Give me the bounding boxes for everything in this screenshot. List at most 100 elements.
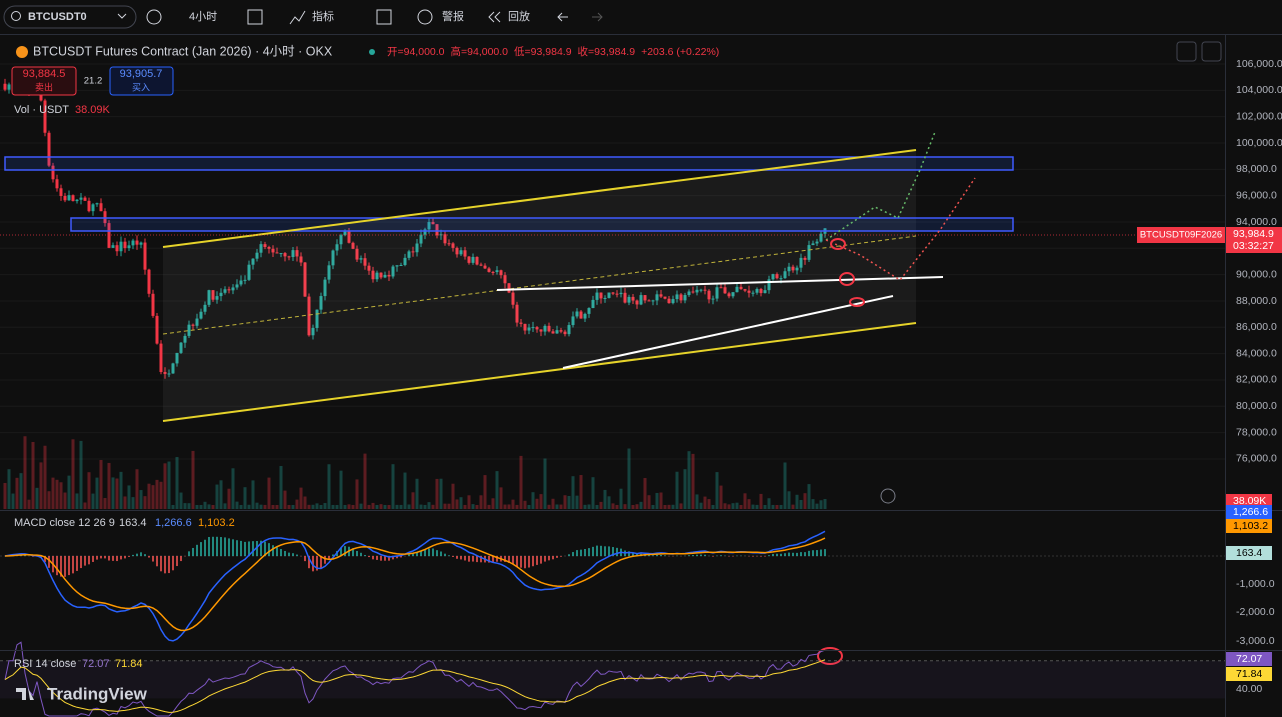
volume-bar <box>491 498 495 509</box>
macd-histogram <box>420 550 422 556</box>
redo[interactable] <box>592 12 603 22</box>
candle <box>203 304 207 312</box>
volume-bar <box>131 497 135 509</box>
channel-line <box>162 322 917 422</box>
volume-bar <box>675 471 679 509</box>
candle <box>679 294 683 301</box>
volume-bar <box>703 496 707 509</box>
macd-histogram <box>464 556 466 561</box>
candle <box>519 322 523 324</box>
macd-histogram <box>220 537 222 556</box>
layout[interactable] <box>376 9 392 25</box>
sell-button[interactable] <box>11 66 77 96</box>
refresh-button[interactable] <box>1201 41 1222 62</box>
candle <box>495 270 499 273</box>
price-axis-label: 84,000.0 <box>1236 347 1277 359</box>
chart-type[interactable] <box>247 9 263 25</box>
volume-bar <box>519 455 523 509</box>
macd-histogram <box>784 553 786 556</box>
macd-histogram <box>452 556 454 557</box>
candle <box>795 267 799 271</box>
volume-bar <box>227 488 231 509</box>
volume-bar <box>759 493 763 509</box>
candle <box>251 258 255 265</box>
macd-histogram <box>824 549 826 556</box>
timer-icon[interactable] <box>880 488 896 504</box>
candle <box>627 296 631 303</box>
candle <box>515 304 519 323</box>
candle <box>335 244 339 251</box>
macd-histogram <box>316 556 318 571</box>
replay[interactable]: 回放 <box>508 9 530 23</box>
volume-bar <box>135 469 139 509</box>
interval[interactable]: 4小时 <box>189 10 217 23</box>
candle <box>379 272 383 278</box>
macd-tag <box>1226 505 1272 519</box>
spread: 21.2 <box>84 76 103 87</box>
macd-histogram <box>164 556 166 574</box>
volume-bar <box>487 504 491 509</box>
undo[interactable] <box>557 12 568 22</box>
volume-bar <box>395 504 399 509</box>
volume-bar <box>643 478 647 509</box>
volume-bar <box>435 478 439 509</box>
buy-button[interactable] <box>109 66 174 96</box>
macd-histogram <box>48 556 50 568</box>
macd-axis-label: -2,000.0 <box>1236 606 1275 618</box>
candle <box>247 264 251 280</box>
macd-histogram <box>720 555 722 556</box>
volume-bar <box>495 471 499 509</box>
macd-histogram <box>320 556 322 568</box>
volume-bar <box>707 499 711 509</box>
macd-histogram <box>424 549 426 556</box>
candle <box>475 256 479 265</box>
candle <box>643 295 647 301</box>
macd-histogram <box>364 555 366 556</box>
symbol[interactable]: BTCUSDT0 <box>28 11 87 23</box>
candle <box>455 247 459 255</box>
candle <box>459 250 463 255</box>
rsi-legend: 72.07 <box>82 658 110 670</box>
candle <box>579 311 583 319</box>
macd-histogram <box>480 556 482 563</box>
macd-histogram <box>760 556 762 557</box>
symbol-search[interactable] <box>3 5 137 29</box>
indicators[interactable]: 指标 <box>312 9 334 23</box>
rsi-label: RSI 14 close <box>14 658 76 670</box>
trend-line <box>562 295 894 369</box>
alert-icon <box>417 9 433 25</box>
candle <box>59 188 63 196</box>
volume-bar <box>439 478 443 509</box>
volume-bar <box>231 468 235 509</box>
candle <box>811 243 815 246</box>
volume-bar <box>3 483 7 509</box>
candle <box>355 248 359 260</box>
alert[interactable]: 警报 <box>442 9 464 23</box>
volume-bar <box>447 503 451 509</box>
volume-bar <box>583 504 587 509</box>
candle <box>363 258 367 266</box>
ohlc-value: 收=93,984.9 <box>578 45 636 58</box>
volume-bar <box>767 498 771 509</box>
candle <box>691 291 695 293</box>
candle <box>599 292 603 299</box>
forecast-path <box>825 131 936 241</box>
volume-bar <box>167 461 171 509</box>
candle <box>695 289 699 293</box>
candle <box>223 289 227 293</box>
macd-histogram <box>524 556 526 569</box>
volume-bar <box>783 462 787 509</box>
macd-histogram <box>108 556 110 561</box>
macd-histogram <box>276 547 278 556</box>
macd-histogram <box>412 553 414 556</box>
volume-bar <box>95 477 99 509</box>
signal-tag-text: 1,103.2 <box>1233 520 1268 532</box>
scroll-button[interactable] <box>1176 41 1197 62</box>
add-symbol[interactable] <box>146 9 162 25</box>
volume-bar <box>555 504 559 509</box>
candle <box>279 253 283 255</box>
candle <box>511 292 515 305</box>
candle <box>211 290 215 300</box>
highlight-circle <box>830 238 846 250</box>
